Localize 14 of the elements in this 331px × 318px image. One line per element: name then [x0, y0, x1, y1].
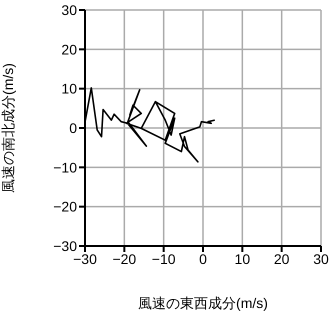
x-tick-label: −10	[152, 250, 176, 267]
y-tick-label: −20	[53, 198, 78, 215]
y-tick-label: −10	[53, 159, 78, 176]
y-tick-label: 30	[61, 2, 78, 18]
x-tick-label: −20	[112, 250, 136, 267]
y-tick-label: 10	[61, 80, 78, 97]
y-tick-label: 0	[69, 120, 78, 136]
x-axis-title: 風速の東西成分(m/s)	[138, 295, 268, 311]
x-tick-label: 30	[313, 250, 329, 267]
x-tick-label: 20	[274, 250, 290, 267]
y-axis-title: 風速の南北成分(m/s)	[0, 63, 16, 193]
x-tick-label: 0	[199, 250, 208, 267]
y-tick-label: 20	[61, 41, 78, 58]
x-tick-label: 10	[234, 250, 250, 267]
